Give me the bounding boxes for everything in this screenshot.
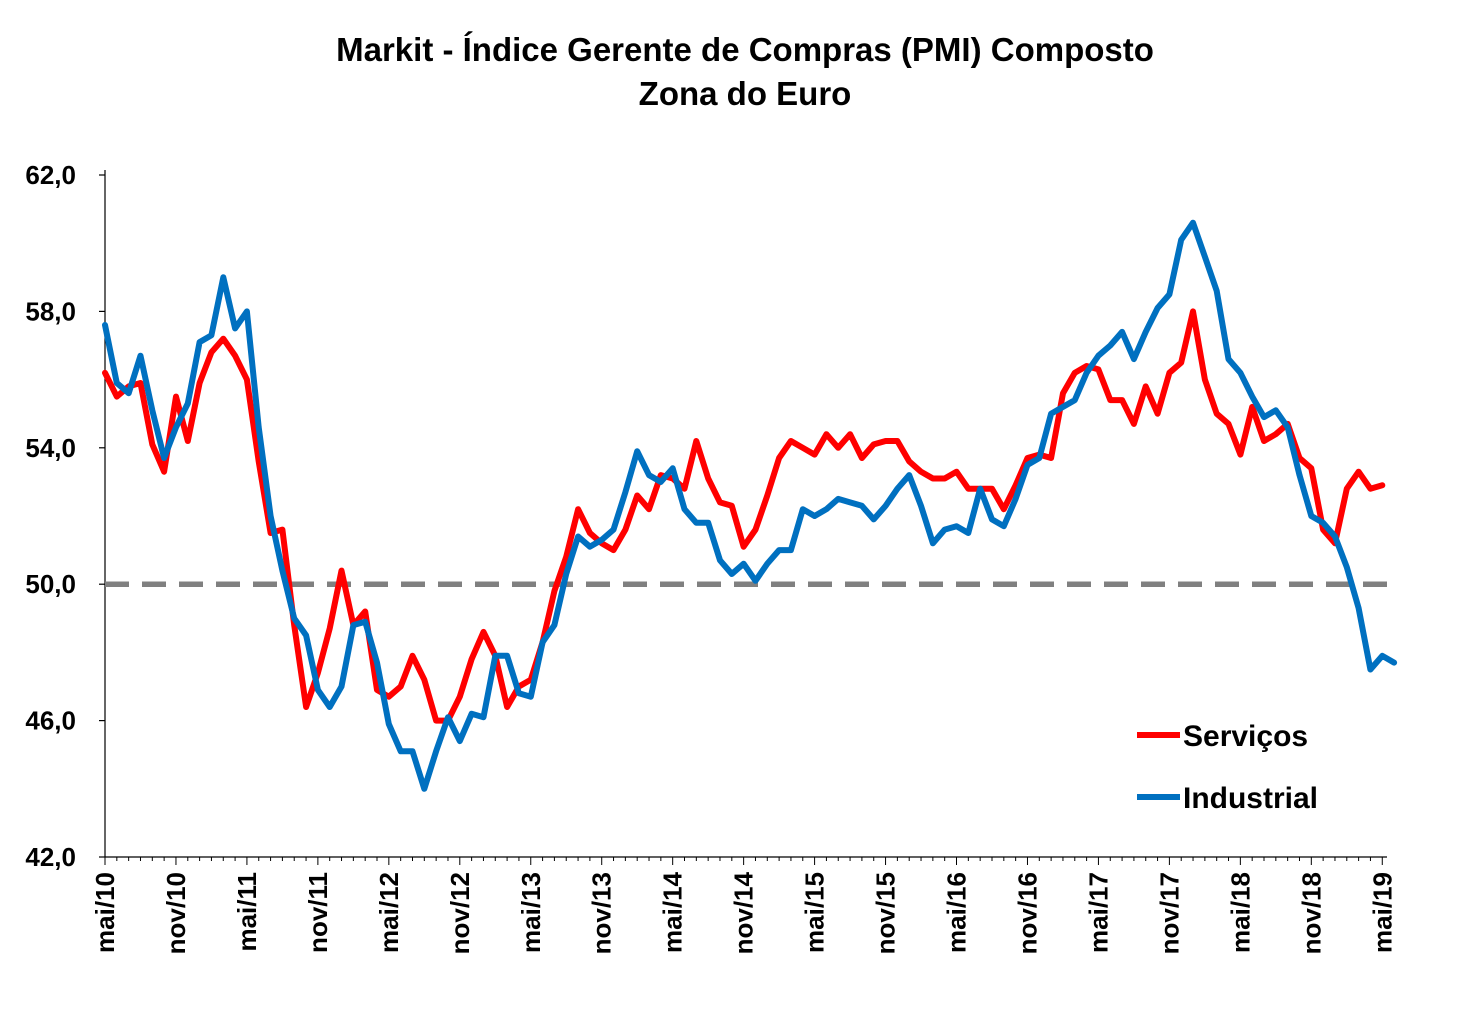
chart-subtitle: Zona do Euro bbox=[638, 75, 852, 112]
x-tick-label: mai/19 bbox=[1367, 872, 1397, 953]
legend: Serviços Industrial bbox=[1137, 720, 1318, 815]
x-tick-label: mai/12 bbox=[374, 872, 404, 953]
y-tick-label: 58,0 bbox=[25, 296, 76, 326]
y-axis: 42,0 46,0 50,0 54,0 58,0 62,0 bbox=[25, 160, 106, 872]
x-tick-label: mai/17 bbox=[1083, 872, 1113, 953]
x-tick-label: nov/10 bbox=[161, 872, 191, 954]
x-tick-label: nov/11 bbox=[303, 872, 333, 953]
x-tick-label: nov/18 bbox=[1296, 872, 1326, 954]
x-tick-label: mai/16 bbox=[942, 872, 972, 953]
x-tick-label: mai/10 bbox=[90, 872, 120, 953]
x-tick-label: nov/16 bbox=[1012, 872, 1042, 954]
x-tick-label: nov/15 bbox=[871, 872, 901, 954]
x-tick-label: nov/12 bbox=[445, 872, 475, 954]
x-tick-label: nov/13 bbox=[587, 872, 617, 954]
x-axis: mai/10 nov/10 mai/11 nov/11 mai/12 nov/12 mai/… bbox=[90, 856, 1397, 954]
y-tick-label: 42,0 bbox=[25, 842, 76, 872]
chart-title: Markit - Índice Gerente de Compras (PMI)… bbox=[336, 31, 1154, 68]
y-tick-label: 50,0 bbox=[25, 569, 76, 599]
y-tick-label: 62,0 bbox=[25, 160, 76, 190]
x-tick-label: mai/13 bbox=[516, 872, 546, 953]
series-group bbox=[102, 219, 1398, 792]
x-tick-label: nov/17 bbox=[1154, 872, 1184, 954]
chart-title-block: Markit - Índice Gerente de Compras (PMI)… bbox=[0, 28, 1475, 116]
y-tick-label: 46,0 bbox=[25, 706, 76, 736]
x-tick-label: mai/18 bbox=[1225, 872, 1255, 953]
x-tick-label: mai/14 bbox=[658, 871, 688, 952]
x-tick-label: mai/15 bbox=[800, 872, 830, 953]
legend-label: Serviços bbox=[1183, 720, 1308, 753]
x-tick-label: mai/11 bbox=[232, 872, 262, 952]
legend-label: Industrial bbox=[1183, 782, 1318, 815]
x-tick-label: nov/14 bbox=[729, 871, 759, 954]
series-line-industrial bbox=[102, 219, 1398, 792]
series-line-servi-os bbox=[102, 308, 1386, 724]
y-tick-label: 54,0 bbox=[25, 433, 76, 463]
